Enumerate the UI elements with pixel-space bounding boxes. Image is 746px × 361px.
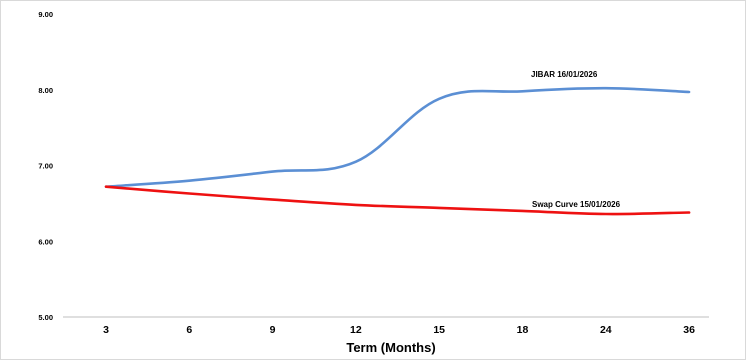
y-tick-label: 8.00 — [38, 86, 53, 95]
series-line-swap-curve — [104, 185, 691, 216]
x-tick-label: 12 — [350, 324, 362, 336]
x-tick-label: 24 — [600, 324, 612, 336]
series-label-swap-curve: Swap Curve 15/01/2026 — [532, 200, 621, 209]
x-tick-label: 36 — [683, 324, 695, 336]
x-tick-label: 9 — [270, 324, 276, 336]
x-axis-title: Term (Months) — [346, 340, 435, 355]
x-tick-label: 18 — [517, 324, 529, 336]
y-axis-ticks: 5.00 6.00 7.00 8.00 9.00 — [38, 10, 53, 322]
x-tick-label: 3 — [103, 324, 109, 336]
y-tick-label: 6.00 — [38, 237, 53, 246]
y-tick-label: 5.00 — [38, 313, 53, 322]
series-lines — [104, 86, 691, 216]
x-tick-label: 15 — [433, 324, 445, 336]
series-line-jibar — [104, 86, 691, 188]
series-labels: JIBAR 16/01/2026 Swap Curve 15/01/2026 — [531, 70, 621, 209]
x-axis-ticks: 3 6 9 12 15 18 24 36 — [103, 324, 695, 336]
series-label-jibar: JIBAR 16/01/2026 — [531, 70, 598, 79]
y-tick-label: 9.00 — [38, 10, 53, 19]
y-tick-label: 7.00 — [38, 162, 53, 171]
x-tick-label: 6 — [186, 324, 192, 336]
